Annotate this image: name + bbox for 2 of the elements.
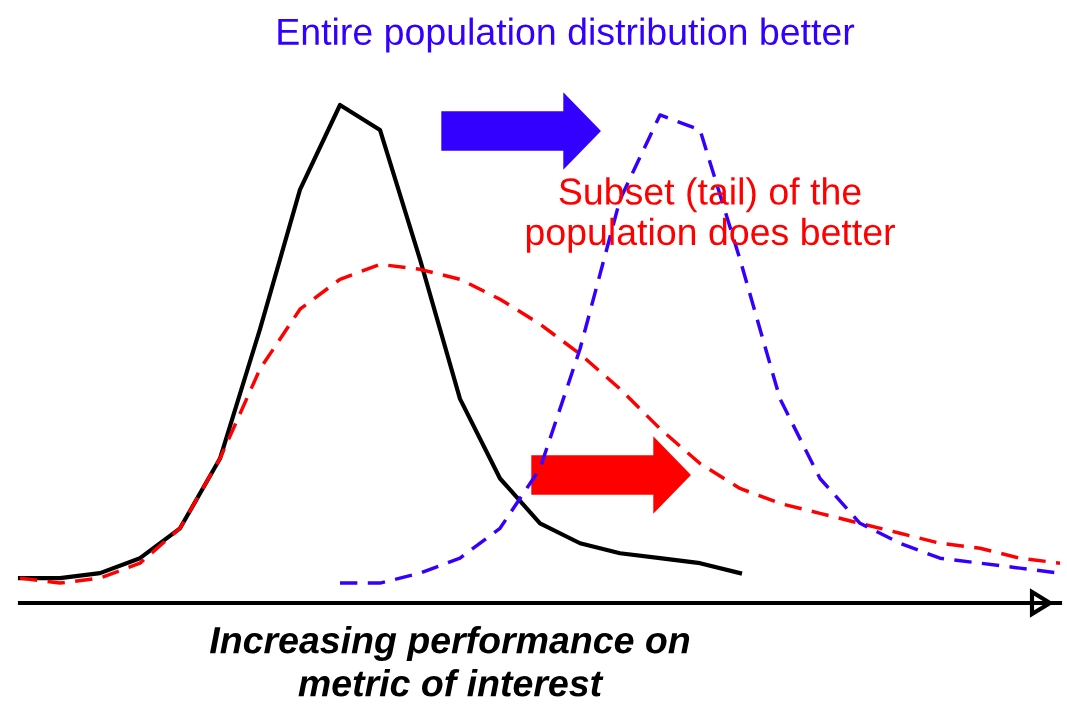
x-axis-title: Increasing performance on metric of interest bbox=[209, 625, 690, 697]
chart-title: Entire population distribution better bbox=[278, 17, 855, 53]
